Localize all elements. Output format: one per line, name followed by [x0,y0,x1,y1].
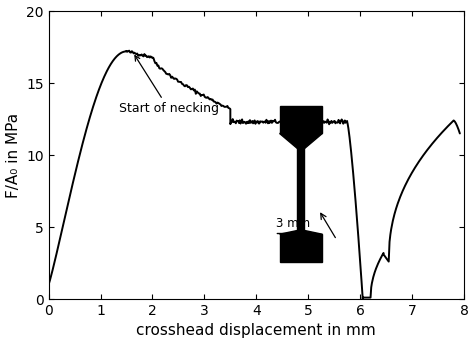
Y-axis label: F/A₀ in MPa: F/A₀ in MPa [6,112,20,197]
Text: 3 mm: 3 mm [275,217,310,230]
X-axis label: crosshead displacement in mm: crosshead displacement in mm [137,323,376,338]
Text: Start of necking: Start of necking [118,56,219,116]
